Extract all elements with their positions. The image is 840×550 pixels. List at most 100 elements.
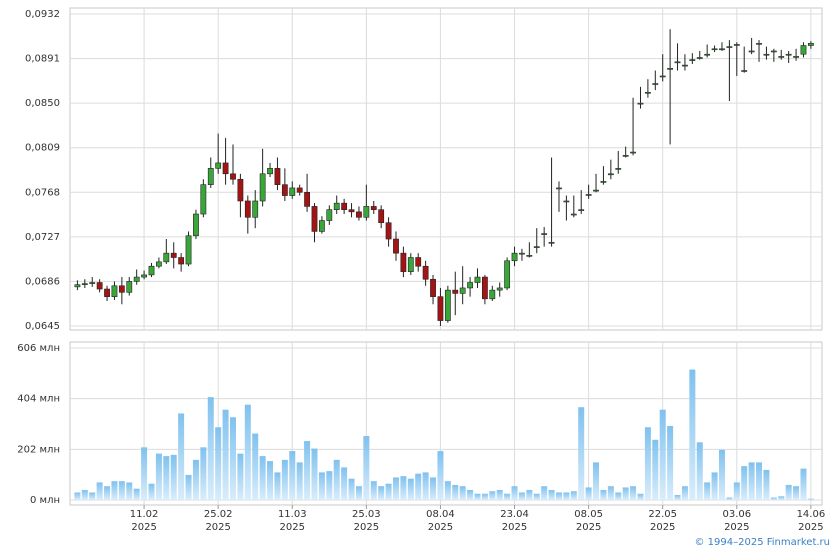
footer: © 1994–2025 Finmarket.ru <box>694 537 830 548</box>
x-tick-label: 08.05 <box>574 509 603 520</box>
volume-bar <box>467 489 474 500</box>
candle-body <box>704 53 711 56</box>
candle-body <box>496 287 503 291</box>
volume-bar <box>333 459 340 500</box>
candle-body <box>356 211 362 218</box>
volume-bar <box>585 487 592 500</box>
volume-bar <box>667 426 674 500</box>
candle-body <box>81 283 88 285</box>
volume-bar <box>133 488 140 500</box>
volume-bar <box>407 478 414 500</box>
volume-bar <box>496 489 503 500</box>
candle-body <box>281 184 288 196</box>
volume-bar <box>274 472 281 500</box>
volume-bar <box>689 369 696 500</box>
volume-bar <box>555 492 562 500</box>
candle-body <box>348 209 355 213</box>
volume-bar <box>474 493 481 500</box>
volume-bar <box>733 482 740 500</box>
x-tick-year: 2025 <box>354 522 379 533</box>
volume-bar <box>563 492 570 500</box>
candle-body <box>96 282 103 290</box>
candle-body <box>644 91 651 94</box>
volume-bar <box>437 451 444 500</box>
volume-bar <box>430 477 437 500</box>
volume-bar <box>770 497 777 500</box>
candle-body <box>667 68 674 70</box>
candle-body <box>452 289 459 294</box>
volume-bar <box>237 453 244 500</box>
price-panel <box>69 7 823 331</box>
volume-bar <box>289 451 296 500</box>
volume-bar <box>681 486 688 500</box>
candle-body <box>237 178 244 202</box>
volume-bar <box>718 449 725 500</box>
volume-bar <box>267 461 274 500</box>
candle-body <box>74 284 81 288</box>
y-tick-label: 0,0809 <box>25 143 60 154</box>
candle-body <box>207 168 214 185</box>
volume-bar <box>400 476 407 500</box>
candle-body <box>311 206 318 232</box>
candle-body <box>785 53 792 56</box>
candle-body <box>696 57 703 59</box>
candle-body <box>733 44 740 46</box>
volume-bar <box>704 482 711 500</box>
volume-bar <box>452 484 459 500</box>
candle-body <box>156 261 162 267</box>
volume-bar <box>600 489 607 500</box>
candle-body <box>689 59 696 61</box>
candle-body <box>504 260 511 289</box>
candle-body <box>407 257 414 272</box>
volume-bar <box>793 486 800 500</box>
candle-body <box>289 187 296 196</box>
volume-bar <box>800 468 807 500</box>
volume-bar <box>541 486 548 500</box>
volume-bar <box>637 493 644 500</box>
candle-body <box>363 206 370 218</box>
candle-body <box>533 246 540 248</box>
x-tick-label: 25.03 <box>352 509 381 520</box>
candle-body <box>400 252 407 272</box>
volume-bar <box>415 473 422 500</box>
volume-bar <box>252 433 259 500</box>
x-tick-label: 11.03 <box>278 509 307 520</box>
volume-bar <box>229 417 236 500</box>
candle-body <box>252 200 259 218</box>
volume-bar <box>489 491 496 500</box>
candle-body <box>422 265 429 280</box>
candle-body <box>467 282 473 289</box>
y-tick-label: 0,0727 <box>25 232 60 243</box>
x-tick-year: 2025 <box>798 522 823 533</box>
volume-bar <box>89 492 96 500</box>
candle-body <box>674 61 681 64</box>
volume-bar <box>222 409 229 500</box>
volume-bar <box>385 483 392 500</box>
candle-body <box>548 241 555 244</box>
volume-bar <box>504 493 511 500</box>
volume-bar <box>141 447 148 500</box>
volume-bar <box>192 459 199 500</box>
candle-body <box>193 213 199 237</box>
x-tick-year: 2025 <box>650 522 675 533</box>
candle-body <box>741 70 748 72</box>
volume-bar <box>570 491 577 500</box>
candle-body <box>259 173 266 202</box>
candle-body <box>807 43 814 46</box>
candle-body <box>630 151 636 154</box>
candle-body <box>104 288 110 297</box>
volume-bar <box>215 427 222 500</box>
candle-body <box>444 289 451 321</box>
candle-body <box>304 191 310 207</box>
candle-body <box>578 209 585 211</box>
volume-bar <box>696 442 703 500</box>
y-tick-label: 0,0645 <box>25 321 60 332</box>
volume-bar <box>378 486 385 500</box>
candle-body <box>615 168 622 170</box>
candle-body <box>89 282 96 284</box>
volume-bar <box>296 462 303 500</box>
x-tick-year: 2025 <box>502 522 527 533</box>
volume-bar <box>207 397 214 500</box>
candle-body <box>526 255 533 257</box>
